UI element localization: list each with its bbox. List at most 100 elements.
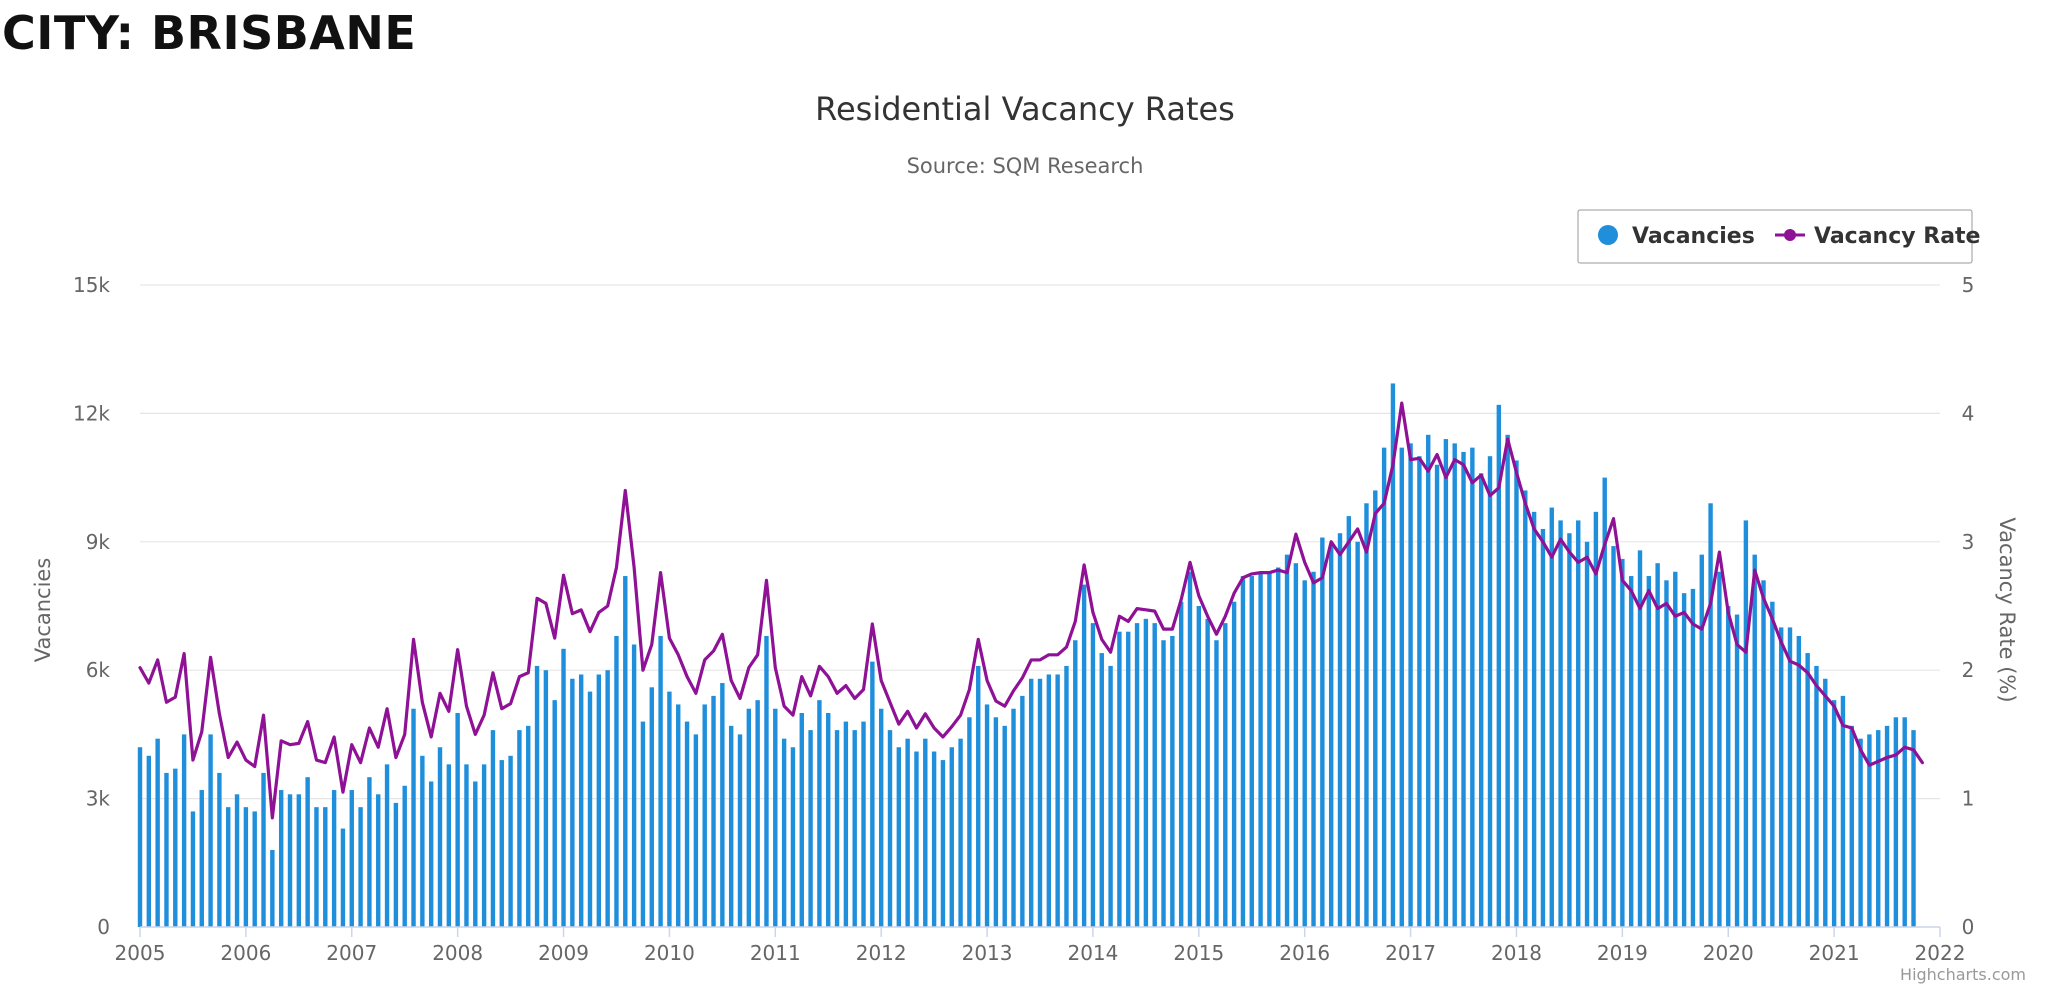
vacancies-bar[interactable]	[1399, 447, 1404, 927]
vacancies-bar[interactable]	[1593, 511, 1599, 927]
vacancies-bar[interactable]	[1867, 734, 1872, 927]
vacancies-bar[interactable]	[1540, 528, 1546, 927]
vacancies-bar[interactable]	[1628, 576, 1634, 927]
vacancies-bar[interactable]	[958, 738, 963, 927]
vacancies-bar[interactable]	[1620, 558, 1625, 927]
vacancies-bar[interactable]	[587, 691, 593, 927]
vacancies-bar[interactable]	[1320, 537, 1325, 927]
vacancies-bar[interactable]	[1117, 631, 1122, 927]
vacancies-bar[interactable]	[543, 670, 549, 927]
vacancies-bar[interactable]	[1381, 447, 1387, 927]
vacancies-bar[interactable]	[1134, 623, 1140, 927]
vacancies-bar[interactable]	[199, 790, 204, 927]
vacancies-bar[interactable]	[826, 713, 831, 927]
vacancies-bar[interactable]	[1178, 601, 1184, 927]
vacancies-bar[interactable]	[1752, 554, 1757, 927]
vacancies-bar[interactable]	[137, 747, 143, 927]
vacancies-bar[interactable]	[1478, 473, 1484, 927]
vacancies-bar[interactable]	[605, 670, 610, 927]
vacancies-bar[interactable]	[896, 747, 902, 927]
vacancies-bar[interactable]	[1205, 618, 1210, 927]
vacancies-bar[interactable]	[1408, 443, 1413, 927]
vacancies-bar[interactable]	[481, 764, 487, 927]
vacancies-bar[interactable]	[1726, 606, 1731, 927]
vacancies-bar[interactable]	[1470, 447, 1475, 927]
vacancies-bar[interactable]	[843, 721, 849, 927]
vacancies-bar[interactable]	[402, 785, 407, 927]
vacancies-bar[interactable]	[1152, 623, 1157, 927]
vacancies-bar[interactable]	[1046, 674, 1052, 927]
vacancies-bar[interactable]	[1664, 580, 1669, 927]
vacancies-bar[interactable]	[728, 725, 734, 927]
vacancies-bar[interactable]	[464, 764, 469, 927]
vacancies-bar[interactable]	[1390, 383, 1396, 927]
vacancies-bar[interactable]	[887, 730, 893, 927]
vacancies-bar[interactable]	[1090, 623, 1096, 927]
vacancies-bar[interactable]	[1549, 507, 1554, 927]
vacancies-bar[interactable]	[764, 635, 769, 927]
vacancies-bar[interactable]	[1770, 601, 1775, 927]
vacancies-bar[interactable]	[1708, 503, 1713, 927]
vacancies-bar[interactable]	[1187, 571, 1193, 927]
vacancies-bar[interactable]	[1037, 678, 1043, 927]
vacancies-bar[interactable]	[1293, 563, 1299, 927]
vacancies-bar[interactable]	[1337, 533, 1343, 927]
vacancies-bar[interactable]	[1805, 653, 1810, 927]
vacancies-bar[interactable]	[1231, 601, 1237, 927]
vacancies-bar[interactable]	[1487, 456, 1493, 927]
vacancies-bar[interactable]	[614, 635, 619, 927]
vacancies-bar[interactable]	[1796, 635, 1802, 927]
vacancies-bar[interactable]	[1567, 533, 1572, 927]
vacancies-bar[interactable]	[1328, 546, 1334, 927]
vacancies-bar[interactable]	[1576, 520, 1581, 927]
vacancies-bar[interactable]	[746, 708, 752, 927]
vacancies-bar[interactable]	[1020, 695, 1025, 927]
vacancies-bar[interactable]	[190, 811, 196, 927]
vacancies-bar[interactable]	[737, 734, 743, 927]
legend-item-vacancies[interactable]: Vacancies	[1598, 224, 1755, 249]
vacancies-bar[interactable]	[1143, 618, 1149, 927]
vacancies-bar[interactable]	[252, 811, 257, 927]
vacancies-bar[interactable]	[1831, 700, 1837, 927]
vacancies-bar[interactable]	[226, 807, 231, 927]
vacancies-bar[interactable]	[1267, 571, 1272, 927]
vacancies-bar[interactable]	[852, 730, 857, 927]
vacancies-bar[interactable]	[923, 738, 928, 927]
vacancies-bar[interactable]	[711, 695, 716, 927]
vacancies-bar[interactable]	[1584, 541, 1590, 927]
vacancies-bar[interactable]	[1443, 439, 1449, 927]
vacancies-bar[interactable]	[870, 661, 875, 927]
vacancies-bar[interactable]	[1823, 678, 1828, 927]
vacancies-bar[interactable]	[323, 807, 328, 927]
vacancies-bar[interactable]	[155, 738, 160, 927]
vacancies-bar[interactable]	[1893, 717, 1899, 927]
vacancies-bar[interactable]	[1240, 576, 1246, 927]
vacancies-bar[interactable]	[1302, 580, 1307, 927]
vacancies-bar[interactable]	[808, 730, 813, 927]
vacancies-bar[interactable]	[1717, 571, 1722, 927]
vacancies-bar[interactable]	[1099, 653, 1104, 927]
vacancies-bar[interactable]	[1858, 738, 1863, 927]
vacancies-bar[interactable]	[217, 772, 222, 927]
vacancies-bar[interactable]	[1011, 708, 1016, 927]
vacancies-bar[interactable]	[287, 794, 293, 927]
vacancies-bar[interactable]	[1108, 665, 1113, 927]
vacancies-bar[interactable]	[755, 700, 760, 927]
vacancies-bar[interactable]	[878, 708, 884, 927]
vacancies-bar[interactable]	[1284, 554, 1290, 927]
vacancies-bar[interactable]	[561, 648, 566, 927]
vacancies-bar[interactable]	[305, 777, 310, 927]
vacancies-bar[interactable]	[1884, 725, 1890, 927]
vacancies-bar[interactable]	[1690, 588, 1696, 927]
vacancies-bar[interactable]	[517, 730, 522, 927]
vacancies-bar[interactable]	[1434, 464, 1440, 927]
vacancies-bar[interactable]	[596, 674, 602, 927]
vacancies-bar[interactable]	[773, 708, 778, 927]
highcharts-credits-link[interactable]: Highcharts.com	[1900, 965, 2026, 984]
vacancies-bar[interactable]	[1531, 511, 1537, 927]
vacancies-bar[interactable]	[1637, 550, 1643, 927]
vacancies-bar[interactable]	[437, 747, 443, 927]
vacancies-bar[interactable]	[1911, 730, 1916, 927]
vacancies-bar[interactable]	[534, 665, 540, 927]
vacancies-bar[interactable]	[1761, 580, 1766, 927]
